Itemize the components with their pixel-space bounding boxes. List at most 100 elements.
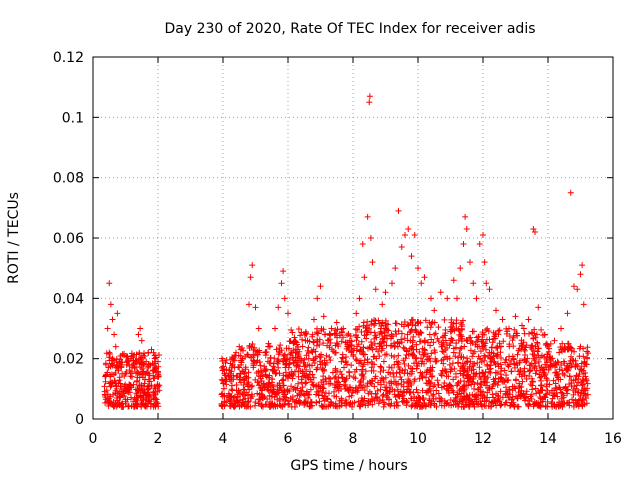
data-point [534,348,541,355]
data-point [310,346,317,353]
data-point [228,374,235,381]
data-point [455,336,462,343]
data-point [282,361,289,368]
data-point [427,342,434,349]
data-point [413,328,420,335]
data-point [431,307,438,314]
data-point [519,378,526,385]
data-point [584,385,591,392]
data-point [359,371,366,378]
data-point [326,390,333,397]
data-point [366,99,373,106]
data-point [299,343,306,350]
data-point [326,353,333,360]
data-point [413,386,420,393]
data-point [481,378,488,385]
data-point [538,326,545,333]
data-point [489,355,496,362]
data-point [294,361,301,368]
data-point [320,376,327,383]
data-point [109,316,116,323]
x-tick-label: 10 [409,431,427,447]
data-point [371,335,378,342]
data-point [497,349,504,356]
data-point [344,332,351,339]
data-point [271,355,278,362]
data-point [425,356,432,363]
data-point [292,354,299,361]
data-point [148,346,155,353]
data-point [150,349,157,356]
data-point [579,262,586,269]
data-point [390,373,397,380]
data-point [298,329,305,336]
data-point [408,395,415,402]
data-point [220,366,227,373]
data-point [576,396,583,403]
data-point [525,401,532,408]
data-point [564,364,571,371]
data-point [241,370,248,377]
data-point [358,338,365,345]
data-point [142,376,149,383]
data-point [564,340,571,347]
data-point [567,344,574,351]
data-point [546,381,553,388]
data-point [584,380,591,387]
data-point [259,392,266,399]
data-point [128,394,135,401]
data-point [304,337,311,344]
data-point [450,345,457,352]
data-point [514,395,521,402]
data-point [384,388,391,395]
data-point [137,325,144,332]
data-point [464,355,471,362]
data-point [291,359,298,366]
data-point [532,400,539,407]
data-point [106,349,113,356]
data-point [352,356,359,363]
data-point [528,375,535,382]
data-point [413,403,420,410]
data-point [573,385,580,392]
data-point [446,361,453,368]
data-point [415,399,422,406]
data-point [500,378,507,385]
data-point [492,369,499,376]
data-point [429,392,436,399]
data-point [581,363,588,370]
data-point [222,359,229,366]
data-point [481,352,488,359]
data-point [134,397,141,404]
x-tick-label: 2 [154,431,163,447]
data-point [255,325,262,332]
data-point [552,380,559,387]
data-point [451,398,458,405]
data-point [470,375,477,382]
data-point [302,380,309,387]
data-point [431,319,438,326]
x-tick-labels: 0 2 4 6 8 10 12 14 16 [89,431,622,447]
data-point [285,401,292,408]
data-point [400,383,407,390]
data-point [372,286,379,293]
data-point [327,380,334,387]
data-point [305,395,312,402]
data-point [510,355,517,362]
data-point [363,327,370,334]
data-point [368,359,375,366]
data-point [396,369,403,376]
data-point [316,398,323,405]
data-point [483,336,490,343]
data-point [298,379,305,386]
data-point [299,336,306,343]
data-point [430,383,437,390]
data-point [272,403,279,410]
data-point [276,395,283,402]
data-point [274,396,281,403]
data-point [469,353,476,360]
data-point [517,357,524,364]
data-point [153,396,160,403]
data-point [494,392,501,399]
data-point [386,364,393,371]
